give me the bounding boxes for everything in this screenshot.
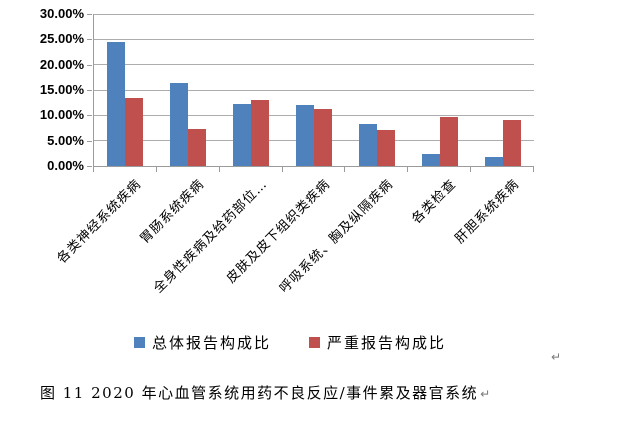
y-axis-tick	[87, 90, 92, 91]
x-axis-tick	[155, 167, 157, 172]
bar-serious	[125, 97, 144, 166]
x-axis-tick	[533, 167, 534, 172]
y-axis-tick	[87, 39, 92, 41]
bar-serious	[439, 117, 458, 166]
y-axis-tick	[87, 166, 92, 167]
bar-serious	[251, 99, 270, 166]
gridline	[94, 13, 534, 15]
legend-item-total: 总体报告构成比	[133, 332, 271, 353]
x-axis-tick	[344, 167, 346, 172]
bar-total	[484, 157, 503, 166]
y-axis-tick	[87, 64, 92, 66]
bar-serious	[314, 109, 332, 166]
y-axis-tick	[87, 115, 92, 117]
legend-swatch-blue	[133, 337, 145, 348]
x-axis-label: 全身性疾病及给药部位…	[151, 176, 271, 297]
gridline	[94, 64, 534, 66]
legend-item-serious: 严重报告构成比	[309, 332, 446, 353]
figure-caption-text: 图 11 2020 年心血管系统用药不良反应/事件累及器官系统	[40, 384, 479, 402]
bar-total	[233, 103, 252, 166]
x-axis-label: 呼吸系统、胸及纵隔疾病	[276, 176, 397, 297]
legend-swatch-red	[309, 337, 320, 348]
x-axis-label: 各类神经系统疾病	[55, 176, 145, 267]
y-axis-label: 20.00%	[39, 56, 84, 72]
paragraph-return-mark: ↵	[551, 350, 562, 364]
bar-total	[170, 82, 189, 166]
gridline	[94, 38, 534, 40]
x-axis-tick	[281, 167, 283, 172]
x-axis-tick	[407, 167, 409, 172]
bar-total	[358, 123, 377, 166]
x-axis-tick	[470, 167, 472, 172]
y-axis-label: 5.00%	[47, 132, 84, 148]
x-axis-label: 各类检查	[408, 176, 460, 228]
x-axis-label: 肝胆系统疾病	[451, 176, 523, 247]
plot-area	[93, 13, 534, 167]
legend-label: 严重报告构成比	[327, 334, 447, 352]
x-axis-tick	[218, 167, 220, 172]
x-axis-tick	[93, 167, 94, 172]
caption-return-mark: ↵	[480, 387, 491, 401]
gridline	[94, 89, 534, 91]
x-axis-label: 皮肤及皮下组织类疾病	[223, 176, 334, 287]
y-axis-label: 0.00%	[47, 158, 84, 173]
bar-total	[421, 153, 440, 166]
bar-total	[296, 104, 314, 166]
bar-serious	[376, 130, 395, 166]
bar-total	[107, 41, 126, 166]
bar-serious	[502, 120, 521, 166]
bar-serious	[188, 129, 207, 166]
figure-caption: 图 11 2020 年心血管系统用药不良反应/事件累及器官系统 ↵	[40, 382, 490, 403]
y-axis-label: 15.00%	[39, 82, 84, 97]
legend-label: 总体报告构成比	[151, 334, 271, 352]
chart-legend: 总体报告构成比 严重报告构成比	[0, 332, 580, 353]
y-axis-label: 10.00%	[39, 107, 84, 123]
y-axis-tick	[87, 14, 92, 15]
y-axis-label: 25.00%	[39, 31, 84, 47]
y-axis-tick	[87, 140, 92, 142]
y-axis-label: 30.00%	[39, 6, 84, 21]
